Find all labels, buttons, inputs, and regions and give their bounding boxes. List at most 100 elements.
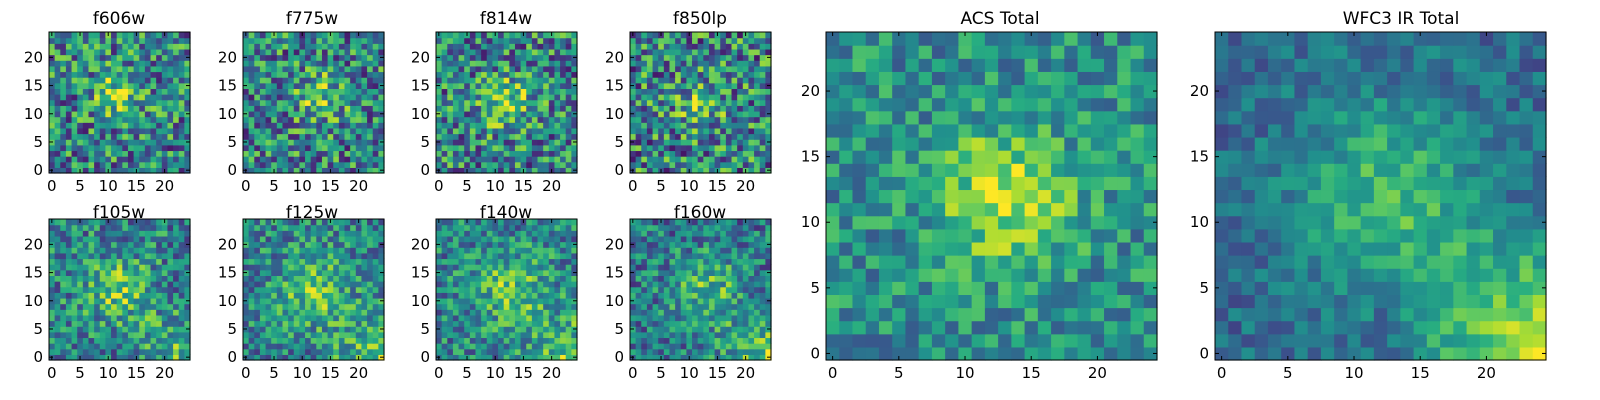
heatmap-cell	[475, 122, 482, 129]
heatmap-cell	[452, 167, 460, 174]
heatmap-cell	[630, 150, 637, 157]
heatmap-cell	[243, 105, 250, 112]
heatmap-cell	[355, 264, 363, 271]
heatmap-cell	[338, 37, 346, 44]
heatmap-cell	[458, 281, 465, 288]
heatmap-cell	[720, 37, 727, 44]
heatmap-cell	[703, 65, 710, 73]
heatmap-cell	[663, 48, 671, 56]
heatmap-cell	[276, 275, 284, 282]
heatmap-cell	[548, 331, 556, 339]
heatmap-cell	[338, 320, 346, 327]
heatmap-cell	[658, 77, 665, 84]
heatmap-cell	[447, 247, 454, 254]
heatmap-cell	[367, 297, 374, 305]
heatmap-cell	[243, 303, 250, 310]
heatmap-cell	[99, 133, 106, 140]
heatmap-cell	[94, 269, 101, 276]
heatmap-cell	[531, 99, 539, 106]
heatmap-cell	[288, 343, 295, 350]
heatmap-cell	[94, 348, 101, 355]
heatmap-cell	[139, 88, 146, 95]
heatmap-cell	[259, 320, 267, 327]
heatmap-cell	[139, 275, 146, 282]
heatmap-cell	[458, 82, 465, 89]
panel-title: f140w	[480, 203, 532, 223]
heatmap-cell	[725, 161, 733, 168]
heatmap-cell	[571, 32, 578, 39]
heatmap-cell	[754, 303, 761, 310]
heatmap-cell	[692, 32, 699, 39]
heatmap-cell	[60, 219, 67, 226]
heatmap-cell	[464, 281, 471, 288]
heatmap-cell	[116, 235, 123, 243]
heatmap-cell	[641, 326, 648, 333]
heatmap-cell	[441, 88, 448, 95]
heatmap-cell	[259, 326, 267, 333]
heatmap-cell	[49, 99, 56, 106]
heatmap-cell	[531, 326, 539, 333]
heatmap-cell	[254, 122, 261, 129]
heatmap-cell	[288, 281, 295, 288]
heatmap-cell	[452, 275, 460, 282]
heatmap-cell	[310, 247, 317, 254]
heatmap-cell	[355, 43, 363, 50]
heatmap-cell	[652, 139, 659, 146]
heatmap-cell	[259, 219, 267, 226]
heatmap-cell	[765, 144, 772, 152]
heatmap-cell	[565, 320, 572, 327]
heatmap-cell	[293, 224, 300, 231]
heatmap-cell	[288, 292, 295, 299]
heatmap-cell	[265, 331, 272, 339]
heatmap-cell	[184, 303, 191, 310]
heatmap-cell	[481, 303, 488, 310]
heatmap-cell	[305, 99, 312, 106]
heatmap-cell	[299, 48, 306, 56]
heatmap-cell	[526, 133, 533, 140]
heatmap-cell	[447, 161, 454, 168]
heatmap-cell	[436, 77, 443, 84]
heatmap-cell	[122, 167, 129, 174]
heatmap-cell	[531, 60, 539, 67]
x-tick-label: 20	[349, 364, 368, 382]
heatmap-cell	[184, 252, 191, 260]
heatmap-cell	[327, 161, 334, 168]
heatmap-cell	[49, 105, 56, 112]
heatmap-cell	[254, 161, 261, 168]
heatmap-cell	[338, 94, 346, 101]
heatmap-cell	[105, 320, 112, 327]
heatmap-cell	[543, 150, 550, 157]
heatmap-cell	[139, 116, 146, 123]
heatmap-cell	[248, 60, 255, 67]
heatmap-cell	[486, 309, 493, 316]
heatmap-cell	[105, 82, 112, 89]
heatmap-cell	[765, 309, 772, 316]
heatmap-cell	[243, 48, 250, 56]
heatmap-cell	[243, 275, 250, 282]
heatmap-cell	[248, 286, 255, 293]
heatmap-cell	[271, 275, 278, 282]
heatmap-cell	[641, 71, 648, 78]
heatmap-cell	[65, 156, 73, 163]
heatmap-cell	[509, 43, 516, 50]
heatmap-cell	[77, 252, 84, 260]
heatmap-cell	[708, 309, 716, 316]
heatmap-cell	[150, 331, 157, 339]
heatmap-cell	[754, 320, 761, 327]
heatmap-cell	[350, 354, 357, 361]
y-tick-label: 0	[614, 161, 624, 179]
y-tick-label: 15	[24, 77, 43, 95]
heatmap-cell	[436, 43, 443, 50]
heatmap-cell	[99, 230, 106, 237]
heatmap-cell	[77, 105, 84, 112]
heatmap-cell	[475, 144, 482, 152]
heatmap-cell	[458, 37, 465, 44]
y-tick-label: 10	[24, 292, 43, 310]
heatmap-cell	[748, 354, 755, 361]
heatmap-cell	[99, 224, 106, 231]
heatmap-cell	[333, 247, 340, 254]
heatmap-cell	[282, 252, 289, 260]
heatmap-cell	[355, 303, 363, 310]
heatmap-cell	[184, 161, 191, 168]
